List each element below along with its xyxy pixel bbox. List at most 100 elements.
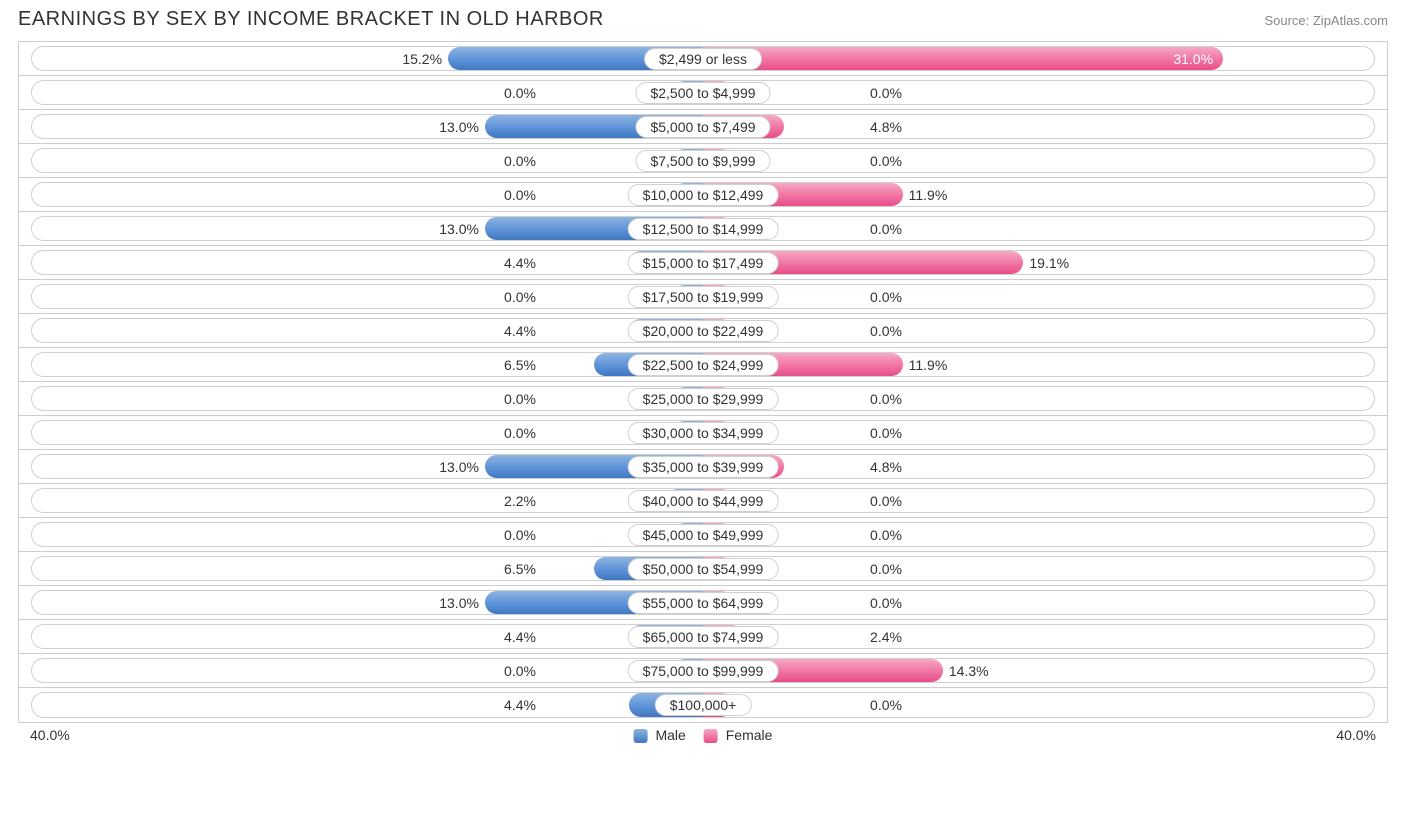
axis-row: 40.0% Male Female 40.0%	[0, 723, 1406, 743]
row-pill: $2,500 to $4,9990.0%0.0%	[31, 80, 1375, 105]
male-value-label: 0.0%	[504, 425, 536, 441]
female-value-label: 0.0%	[870, 85, 902, 101]
chart-row: $17,500 to $19,999 0.0% 0.0%	[19, 280, 1387, 314]
female-value-label: 2.4%	[870, 629, 902, 645]
female-swatch-icon	[704, 729, 718, 743]
male-value-label: 0.0%	[504, 289, 536, 305]
row-pill: $65,000 to $74,999 4.4% 2.4%	[31, 624, 1375, 649]
female-value-label: 0.0%	[870, 323, 902, 339]
male-value-label: 0.0%	[504, 153, 536, 169]
bracket-label: $17,500 to $19,999	[628, 286, 779, 308]
male-value-label: 0.0%	[504, 663, 536, 679]
female-value-label: 0.0%	[870, 289, 902, 305]
chart-row: $2,499 or less 15.2% 31.0%	[19, 42, 1387, 76]
legend-female: Female	[704, 727, 773, 743]
male-value-label: 0.0%	[504, 187, 536, 203]
male-value-label: 4.4%	[504, 323, 536, 339]
legend-female-label: Female	[726, 727, 773, 743]
male-value-label: 13.0%	[439, 119, 479, 135]
male-value-label: 13.0%	[439, 595, 479, 611]
bracket-label: $2,499 or less	[644, 48, 762, 70]
bracket-label: $40,000 to $44,999	[628, 490, 779, 512]
female-value-label: 14.3%	[949, 663, 989, 679]
bracket-label: $50,000 to $54,999	[628, 558, 779, 580]
female-bar	[703, 47, 1223, 70]
row-pill: $5,000 to $7,49913.0%4.8%	[31, 114, 1375, 139]
female-value-label: 0.0%	[870, 425, 902, 441]
chart-row: $22,500 to $24,999 6.5% 11.9%	[19, 348, 1387, 382]
row-pill: $35,000 to $39,99913.0%4.8%	[31, 454, 1375, 479]
male-value-label: 15.2%	[402, 51, 442, 67]
female-value-label: 0.0%	[870, 527, 902, 543]
bracket-label: $75,000 to $99,999	[628, 660, 779, 682]
chart-row: $40,000 to $44,9992.2%0.0%	[19, 484, 1387, 518]
chart-row: $35,000 to $39,99913.0%4.8%	[19, 450, 1387, 484]
chart-row: $65,000 to $74,999 4.4% 2.4%	[19, 620, 1387, 654]
chart-row: $25,000 to $29,999 0.0% 0.0%	[19, 382, 1387, 416]
male-value-label: 13.0%	[439, 221, 479, 237]
chart-row: $7,500 to $9,999 0.0% 0.0%	[19, 144, 1387, 178]
chart-container: $2,499 or less15.2%31.0%$2,500 to $4,999…	[18, 41, 1388, 723]
female-value-label: 0.0%	[870, 697, 902, 713]
row-pill: $22,500 to $24,999 6.5% 11.9%	[31, 352, 1375, 377]
chart-row: $30,000 to $34,999 0.0% 0.0%	[19, 416, 1387, 450]
male-value-label: 4.4%	[504, 629, 536, 645]
female-value-label: 0.0%	[870, 153, 902, 169]
female-value-label: 0.0%	[870, 493, 902, 509]
bracket-label: $30,000 to $34,999	[628, 422, 779, 444]
male-swatch-icon	[634, 729, 648, 743]
male-value-label: 6.5%	[504, 357, 536, 373]
chart-row: $12,500 to $14,99913.0%0.0%	[19, 212, 1387, 246]
row-pill: $15,000 to $17,499 4.4% 19.1%	[31, 250, 1375, 275]
female-value-label: 0.0%	[870, 595, 902, 611]
row-pill: $2,499 or less 15.2% 31.0%	[31, 46, 1375, 71]
row-pill: $10,000 to $12,499 0.0% 11.9%	[31, 182, 1375, 207]
axis-right-label: 40.0%	[1336, 727, 1376, 743]
row-pill: $55,000 to $64,999 13.0% 0.0%	[31, 590, 1375, 615]
male-value-label: 0.0%	[504, 391, 536, 407]
row-pill: $100,000+ 4.4% 0.0%	[31, 692, 1375, 718]
male-value-label: 0.0%	[504, 527, 536, 543]
female-value-label: 31.0%	[1173, 51, 1213, 67]
female-value-label: 11.9%	[909, 357, 948, 373]
axis-left-label: 40.0%	[30, 727, 70, 743]
row-pill: $20,000 to $22,499 4.4% 0.0%	[31, 318, 1375, 343]
bracket-label: $55,000 to $64,999	[628, 592, 779, 614]
bracket-label: $65,000 to $74,999	[628, 626, 779, 648]
chart-row: $2,500 to $4,9990.0%0.0%	[19, 76, 1387, 110]
legend-male: Male	[634, 727, 686, 743]
row-pill: $50,000 to $54,9996.5%0.0%	[31, 556, 1375, 581]
bracket-label: $5,000 to $7,499	[635, 116, 770, 138]
bracket-label: $15,000 to $17,499	[628, 252, 779, 274]
bracket-label: $100,000+	[655, 694, 752, 716]
bracket-label: $22,500 to $24,999	[628, 354, 779, 376]
male-value-label: 13.0%	[439, 459, 479, 475]
chart-row: $100,000+ 4.4% 0.0%	[19, 688, 1387, 722]
chart-row: $45,000 to $49,9990.0%0.0%	[19, 518, 1387, 552]
chart-row: $50,000 to $54,9996.5%0.0%	[19, 552, 1387, 586]
row-pill: $7,500 to $9,999 0.0% 0.0%	[31, 148, 1375, 173]
source-attribution: Source: ZipAtlas.com	[1264, 13, 1388, 28]
female-value-label: 0.0%	[870, 391, 902, 407]
row-pill: $25,000 to $29,999 0.0% 0.0%	[31, 386, 1375, 411]
row-pill: $75,000 to $99,999 0.0% 14.3%	[31, 658, 1375, 683]
male-value-label: 0.0%	[504, 85, 536, 101]
bracket-label: $10,000 to $12,499	[628, 184, 779, 206]
legend-male-label: Male	[655, 727, 685, 743]
female-value-label: 0.0%	[870, 221, 902, 237]
male-value-label: 6.5%	[504, 561, 536, 577]
male-value-label: 4.4%	[504, 697, 536, 713]
bracket-label: $20,000 to $22,499	[628, 320, 779, 342]
bracket-label: $25,000 to $29,999	[628, 388, 779, 410]
chart-title: EARNINGS BY SEX BY INCOME BRACKET IN OLD…	[18, 8, 604, 31]
female-value-label: 11.9%	[909, 187, 948, 203]
chart-row: $5,000 to $7,49913.0%4.8%	[19, 110, 1387, 144]
row-pill: $30,000 to $34,999 0.0% 0.0%	[31, 420, 1375, 445]
male-value-label: 4.4%	[504, 255, 536, 271]
bracket-label: $7,500 to $9,999	[635, 150, 770, 172]
chart-row: $75,000 to $99,999 0.0% 14.3%	[19, 654, 1387, 688]
female-value-label: 19.1%	[1029, 255, 1069, 271]
row-pill: $12,500 to $14,99913.0%0.0%	[31, 216, 1375, 241]
chart-row: $15,000 to $17,499 4.4% 19.1%	[19, 246, 1387, 280]
female-value-label: 4.8%	[870, 459, 902, 475]
